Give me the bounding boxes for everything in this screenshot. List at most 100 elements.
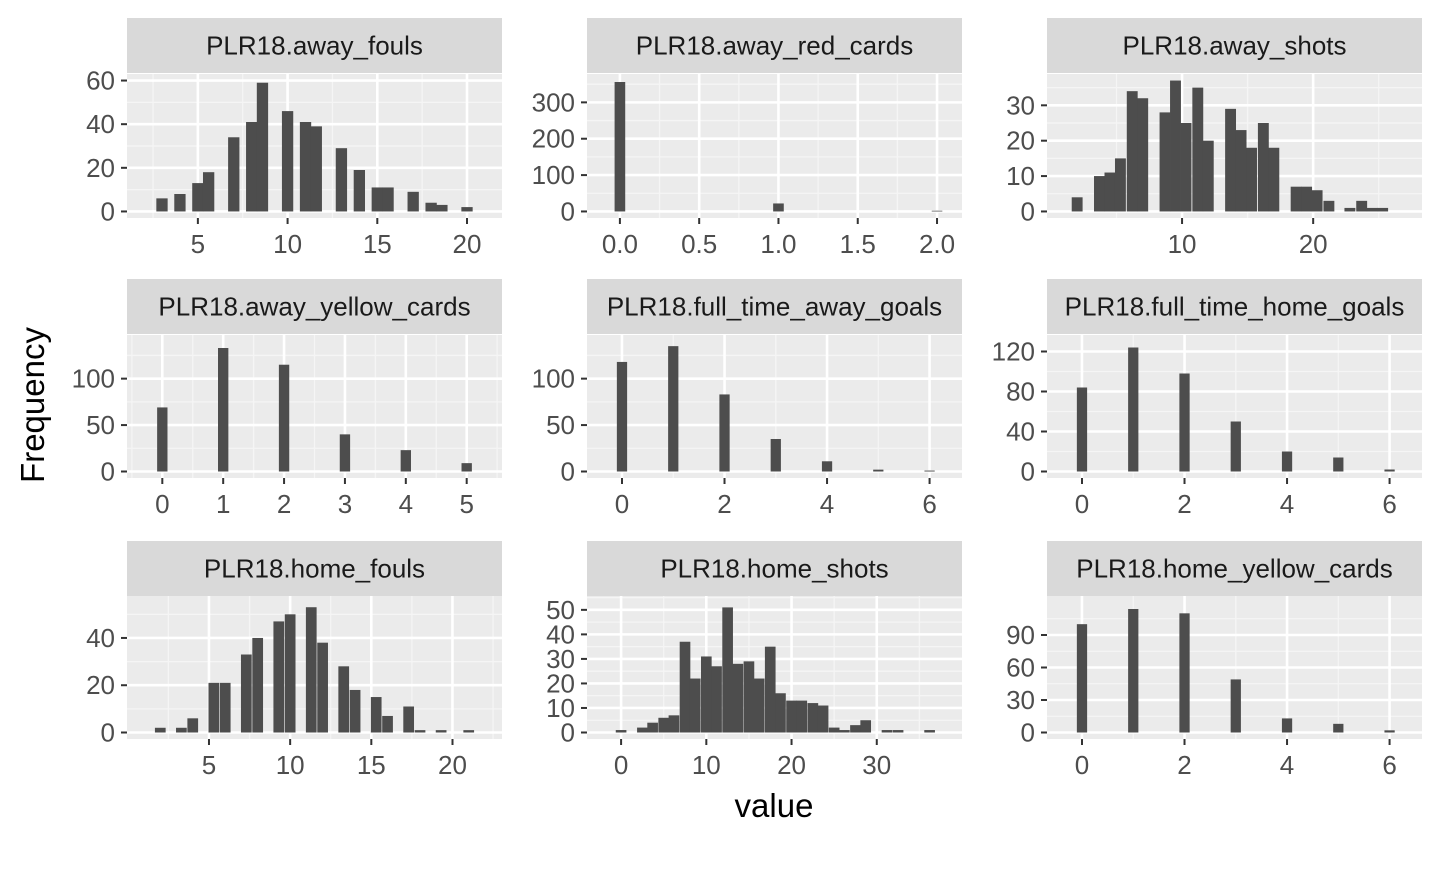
histogram-bar [892,730,904,733]
y-tick-label: 80 [1006,377,1035,407]
facet-strip [1047,18,1422,73]
x-tick-label: 20 [777,750,806,780]
panel-plot-area [587,74,962,218]
histogram-bar [1290,186,1302,212]
x-tick-label: 0 [615,489,629,519]
histogram-bar [338,666,350,733]
x-tick-label: 4 [1280,750,1294,780]
histogram-bar [850,725,861,733]
histogram-bar [1076,624,1088,733]
facet-panel: PLR18.away_fouls 5 10 15 20 0 20 40 60 [86,18,502,259]
x-tick-label: 2 [1177,489,1191,519]
histogram-bar [924,470,935,472]
histogram-bar [382,187,394,212]
x-tick-label: 0.0 [602,229,638,259]
histogram-bar [796,700,808,733]
panel-plot-area [127,74,502,218]
y-tick-label: 20 [1006,126,1035,156]
histogram-bar [299,122,312,212]
x-tick-label: 10 [1168,229,1197,259]
histogram-bar [174,194,186,212]
x-tick-label: 5 [191,229,205,259]
histogram-bar [1333,457,1344,472]
histogram-bar [732,663,744,733]
histogram-bar [1356,200,1368,212]
panel-plot-area [1047,74,1422,218]
histogram-bar [461,207,473,212]
facet-panel: PLR18.home_fouls 5 10 15 20 0 20 40 [86,541,502,780]
y-tick-label: 60 [86,66,115,96]
y-tick-label: 200 [532,124,575,154]
histogram-bar [1366,207,1378,212]
facet-strip-label: PLR18.away_shots [1122,31,1346,61]
histogram-bar [881,730,893,733]
histogram-bar [278,364,290,472]
histogram-bar [1159,112,1171,212]
panel-plot-area [127,596,502,739]
histogram-bar [614,82,626,212]
x-tick-label: 0 [155,489,169,519]
histogram-bar [1104,172,1116,212]
histogram-bar [1128,347,1139,472]
histogram-bar [689,678,701,733]
facet-strip [127,279,502,334]
histogram-bar [349,689,361,733]
x-tick-label: 1.5 [840,229,876,259]
histogram-bar [1180,123,1192,212]
histogram-bar [1257,123,1269,212]
x-tick-label: 2 [717,489,731,519]
histogram-bar [1281,718,1293,733]
histogram-bar [668,346,679,472]
histogram-bar [252,637,264,733]
histogram-bar [187,718,199,733]
y-tick-label: 40 [1006,417,1035,447]
histogram-bar [219,682,231,733]
histogram-bar [1192,87,1204,212]
facet-strip [1047,279,1422,334]
y-tick-label: 100 [532,364,575,394]
x-tick-label: 10 [692,750,721,780]
x-tick-label: 2 [1177,750,1191,780]
histogram-bar [764,646,776,733]
panel-plot-area [1047,335,1422,478]
histogram-bar [403,706,415,733]
histogram-bar [407,191,419,212]
histogram-bar [711,666,722,733]
x-tick-label: 2 [277,489,291,519]
histogram-bar [1235,130,1247,212]
x-tick-label: 0 [614,750,628,780]
panel-plot-area [1047,596,1422,739]
histogram-bar [1377,207,1389,212]
histogram-bar [931,210,943,212]
x-tick-label: 6 [922,489,936,519]
histogram-bar [924,730,935,733]
histogram-bar [1202,140,1214,212]
y-tick-label: 40 [86,623,115,653]
histogram-bar [156,198,168,212]
histogram-bar [1179,373,1190,472]
facet-strip [587,279,962,334]
histogram-bar [176,727,187,733]
histogram-bar [1094,176,1105,212]
panel-background [587,74,962,218]
histogram-bar [284,614,296,733]
facet-strip [127,18,502,73]
histogram-bar [1076,387,1088,472]
histogram-bar [1225,108,1237,212]
y-tick-label: 10 [1006,161,1035,191]
y-tick-label: 0 [101,718,115,748]
histogram-bar [1246,147,1257,212]
y-tick-label: 50 [86,410,115,440]
histogram-bar [1137,98,1149,212]
facet-strip [127,541,502,596]
histogram-bar [281,111,294,212]
panel-plot-area [127,335,502,478]
histogram-bar [463,730,475,733]
histogram-bar [256,82,269,212]
histogram-bar [1170,80,1181,212]
panel-plot-area [587,335,962,478]
histogram-bar [310,126,322,212]
